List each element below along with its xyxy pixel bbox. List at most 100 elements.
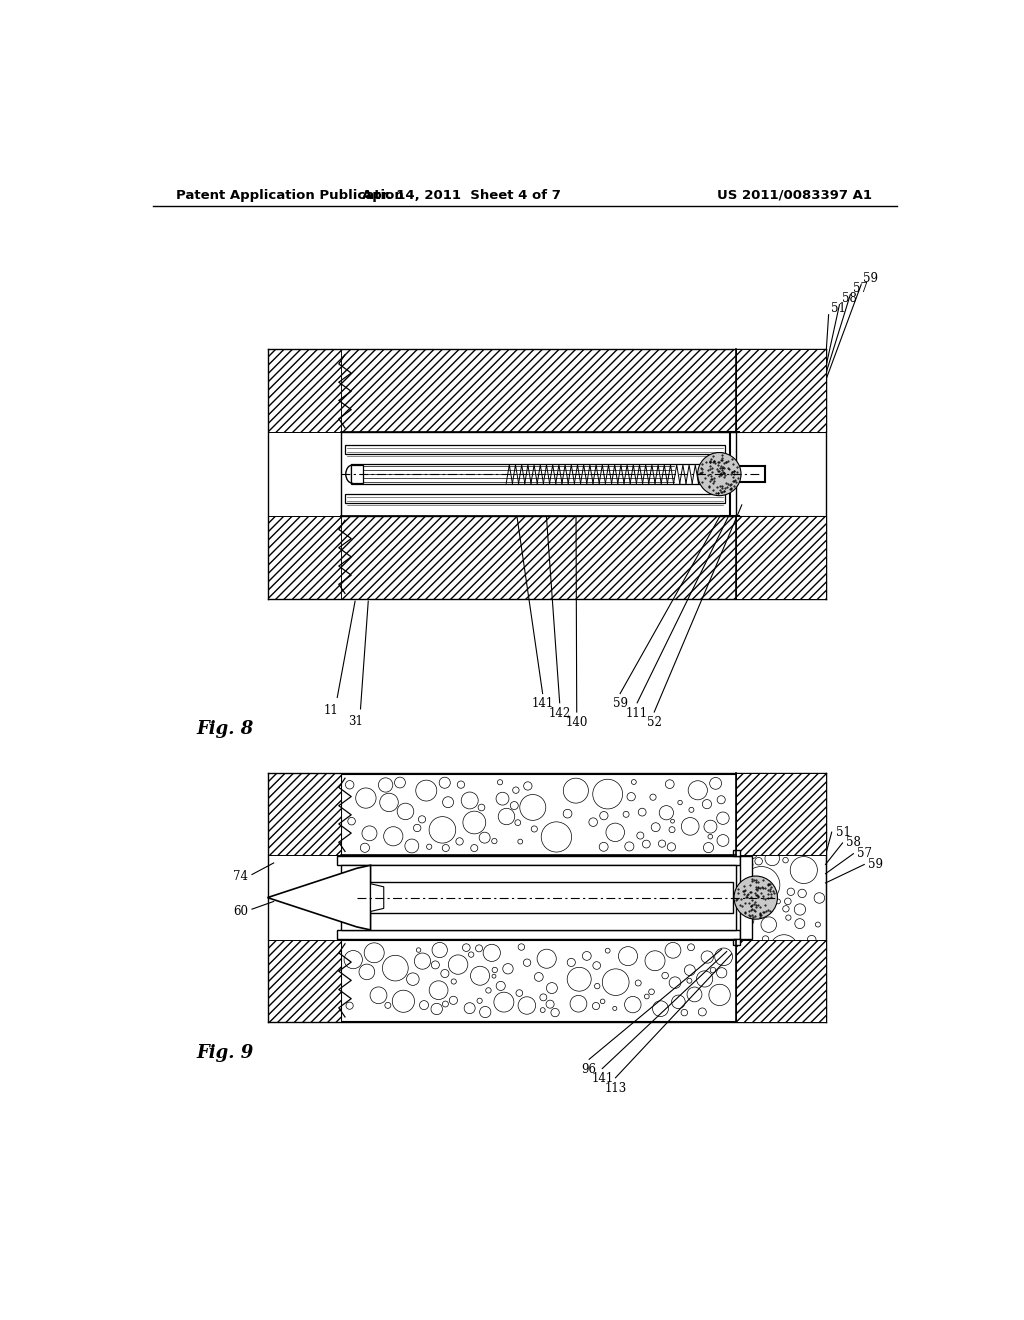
Circle shape: [741, 936, 745, 941]
Circle shape: [632, 780, 636, 784]
Circle shape: [803, 838, 810, 845]
Circle shape: [488, 568, 515, 594]
Circle shape: [498, 407, 506, 416]
Circle shape: [783, 572, 788, 577]
Circle shape: [744, 573, 760, 589]
Circle shape: [687, 978, 692, 983]
Circle shape: [556, 528, 560, 532]
Circle shape: [429, 817, 456, 843]
Circle shape: [676, 416, 684, 424]
Circle shape: [518, 840, 522, 843]
Circle shape: [542, 556, 565, 578]
Circle shape: [516, 385, 523, 392]
Circle shape: [741, 842, 759, 859]
Circle shape: [652, 1001, 669, 1016]
Circle shape: [623, 812, 629, 817]
Circle shape: [479, 832, 490, 843]
Circle shape: [407, 364, 413, 370]
Circle shape: [373, 389, 379, 396]
Circle shape: [518, 944, 524, 950]
Circle shape: [753, 564, 759, 570]
Circle shape: [643, 379, 650, 385]
Circle shape: [678, 800, 682, 805]
Polygon shape: [341, 516, 736, 599]
Circle shape: [516, 400, 524, 408]
Circle shape: [442, 797, 454, 808]
Circle shape: [497, 981, 505, 990]
Circle shape: [774, 404, 781, 411]
Circle shape: [605, 358, 627, 380]
Circle shape: [370, 987, 387, 1003]
Circle shape: [429, 366, 435, 372]
Circle shape: [510, 801, 518, 809]
Circle shape: [625, 842, 634, 851]
Polygon shape: [341, 351, 825, 432]
Circle shape: [642, 840, 650, 847]
Circle shape: [806, 403, 824, 421]
Circle shape: [740, 520, 750, 529]
Circle shape: [593, 779, 623, 809]
Circle shape: [685, 573, 689, 577]
Text: 59: 59: [612, 697, 628, 710]
Circle shape: [436, 546, 442, 553]
Circle shape: [424, 395, 437, 408]
Circle shape: [740, 558, 748, 566]
Circle shape: [659, 805, 674, 820]
Circle shape: [672, 995, 685, 1008]
Polygon shape: [341, 516, 825, 597]
Circle shape: [429, 561, 434, 566]
Circle shape: [460, 393, 488, 421]
Circle shape: [355, 788, 376, 808]
Circle shape: [671, 820, 675, 824]
Circle shape: [637, 354, 645, 363]
Circle shape: [494, 993, 514, 1012]
Circle shape: [352, 568, 361, 577]
Circle shape: [414, 824, 421, 832]
Circle shape: [519, 529, 525, 535]
Circle shape: [431, 524, 440, 533]
Circle shape: [813, 581, 818, 587]
Circle shape: [627, 375, 634, 383]
Circle shape: [579, 524, 589, 536]
Circle shape: [587, 535, 595, 541]
Circle shape: [684, 965, 695, 975]
Circle shape: [795, 919, 805, 928]
Text: 113: 113: [604, 1081, 627, 1094]
Circle shape: [452, 979, 457, 985]
Circle shape: [703, 820, 717, 833]
Circle shape: [666, 780, 674, 788]
Circle shape: [818, 787, 823, 792]
Circle shape: [343, 366, 373, 395]
Circle shape: [496, 792, 509, 805]
Circle shape: [461, 792, 478, 809]
Circle shape: [600, 999, 605, 1003]
Circle shape: [360, 843, 370, 853]
Circle shape: [648, 385, 667, 404]
Circle shape: [657, 570, 679, 591]
Circle shape: [796, 401, 803, 409]
Circle shape: [698, 1008, 707, 1016]
Circle shape: [707, 521, 726, 541]
Circle shape: [681, 519, 687, 527]
Circle shape: [354, 543, 366, 553]
Circle shape: [408, 395, 420, 407]
Circle shape: [499, 808, 515, 825]
Circle shape: [794, 568, 800, 573]
Circle shape: [483, 944, 501, 961]
Circle shape: [772, 533, 783, 545]
Text: 57: 57: [857, 847, 872, 861]
Circle shape: [788, 843, 799, 854]
Polygon shape: [371, 884, 384, 911]
Circle shape: [588, 367, 603, 381]
Circle shape: [458, 781, 465, 788]
Text: 59: 59: [863, 272, 879, 285]
Circle shape: [385, 566, 393, 574]
Circle shape: [477, 998, 482, 1003]
Circle shape: [410, 376, 424, 391]
Circle shape: [367, 544, 389, 566]
Text: US 2011/0083397 A1: US 2011/0083397 A1: [717, 189, 872, 202]
Circle shape: [513, 787, 519, 793]
Circle shape: [778, 549, 796, 566]
Circle shape: [492, 416, 501, 424]
Circle shape: [560, 581, 568, 589]
